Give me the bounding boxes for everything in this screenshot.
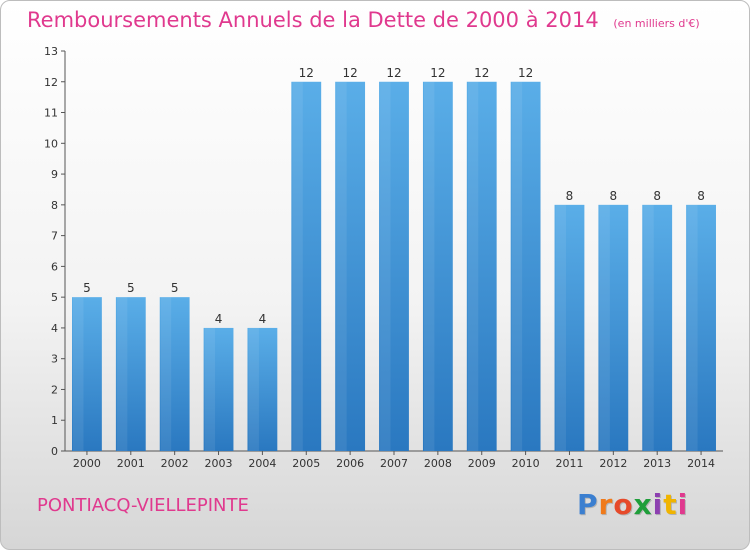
bar-value-label: 12 <box>474 66 489 80</box>
x-tick-label: 2009 <box>468 457 496 470</box>
x-tick-label: 2014 <box>687 457 715 470</box>
bar-highlight <box>380 81 391 452</box>
y-tick-label: 0 <box>51 445 58 458</box>
bar-value-label: 8 <box>566 189 574 203</box>
bar-value-label: 5 <box>127 281 135 295</box>
bar-value-label: 12 <box>299 66 314 80</box>
logo-letter: r <box>598 488 614 521</box>
bar-highlight <box>555 204 566 451</box>
y-tick-label: 4 <box>51 322 58 335</box>
y-tick-label: 9 <box>51 168 58 181</box>
x-tick-label: 2006 <box>336 457 364 470</box>
chart-bars <box>72 81 716 452</box>
logo-letter: i <box>677 488 689 521</box>
bar-highlight <box>248 327 259 451</box>
bar-value-label: 8 <box>653 189 661 203</box>
logo-letter: x <box>633 488 653 521</box>
bar-highlight <box>73 297 84 451</box>
bar <box>598 204 629 451</box>
x-tick-label: 2002 <box>161 457 189 470</box>
bar-highlight <box>116 297 128 451</box>
x-tick-label: 2005 <box>292 457 320 470</box>
y-tick-label: 12 <box>44 76 58 89</box>
bar <box>510 81 541 452</box>
bar-value-label: 8 <box>697 189 705 203</box>
y-tick-label: 10 <box>44 137 58 150</box>
bar-value-label: 4 <box>259 312 267 326</box>
y-tick-label: 1 <box>51 414 58 427</box>
bar <box>642 204 673 451</box>
y-tick-label: 8 <box>51 199 58 212</box>
bar <box>159 297 190 451</box>
y-tick-label: 5 <box>51 291 58 304</box>
x-tick-label: 2000 <box>73 457 101 470</box>
bar <box>379 81 409 452</box>
x-tick-label: 2003 <box>205 457 233 470</box>
x-tick-label: 2004 <box>248 457 276 470</box>
x-tick-label: 2011 <box>555 457 583 470</box>
logo-letter: t <box>663 488 678 521</box>
bar-highlight <box>160 297 172 451</box>
logo-letter: i <box>652 488 664 521</box>
x-tick-label: 2013 <box>643 457 671 470</box>
bar-highlight <box>511 81 523 452</box>
y-tick-label: 13 <box>44 45 58 58</box>
y-tick-label: 11 <box>44 107 58 120</box>
y-tick-label: 3 <box>51 353 58 366</box>
y-tick-label: 7 <box>51 230 58 243</box>
bar-value-label: 4 <box>215 312 223 326</box>
bar <box>72 297 102 451</box>
bar-value-label: 5 <box>83 281 91 295</box>
logo-letter: o <box>613 488 634 521</box>
x-tick-label: 2010 <box>512 457 540 470</box>
x-tick-label: 2001 <box>117 457 145 470</box>
bar-value-label: 5 <box>171 281 179 295</box>
bar-value-label: 12 <box>518 66 533 80</box>
bar-highlight <box>467 81 479 452</box>
y-tick-label: 6 <box>51 260 58 273</box>
bar-highlight <box>599 204 610 451</box>
chart-labels: 5 2000 5 2001 5 2002 4 2003 4 2004 12 2005 12 2006 12 2… <box>73 66 715 470</box>
bar <box>554 204 585 451</box>
bar-value-label: 12 <box>342 66 357 80</box>
chart-title: Remboursements Annuels de la Dette de 20… <box>27 8 599 32</box>
x-tick-label: 2012 <box>599 457 627 470</box>
bar-highlight <box>643 204 654 451</box>
bar <box>422 81 453 452</box>
x-tick-label: 2008 <box>424 457 452 470</box>
bar <box>466 81 497 452</box>
chart-unit: (en milliers d'€) <box>613 17 700 30</box>
logo-letter: P <box>577 488 599 521</box>
bar <box>115 297 146 451</box>
bar-highlight <box>204 327 216 451</box>
bar-highlight <box>292 81 303 452</box>
x-tick-label: 2007 <box>380 457 408 470</box>
bar <box>686 204 716 451</box>
chart-title-block: Remboursements Annuels de la Dette de 20… <box>27 8 700 32</box>
bar-highlight <box>687 204 698 451</box>
bar-highlight <box>336 81 347 452</box>
bar-value-label: 12 <box>430 66 445 80</box>
bar-highlight <box>423 81 435 452</box>
bar-value-label: 12 <box>386 66 401 80</box>
proxiti-logo: Proxiti <box>577 488 688 521</box>
bar <box>335 81 366 452</box>
bar <box>291 81 322 452</box>
bar <box>203 327 234 451</box>
bar-value-label: 8 <box>610 189 618 203</box>
commune-name: PONTIACQ-VIELLEPINTE <box>37 495 249 516</box>
bar <box>247 327 278 451</box>
y-tick-label: 2 <box>51 383 58 396</box>
